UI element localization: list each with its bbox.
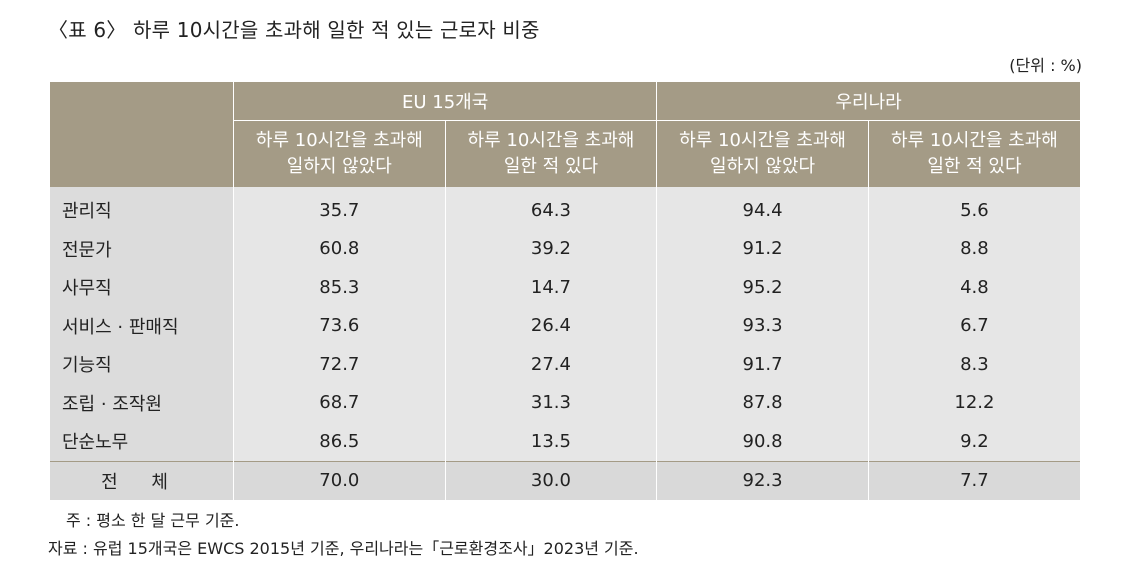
cell: 86.5: [233, 422, 446, 461]
cell: 92.3: [656, 460, 869, 500]
header-text: 일한 적 있다: [927, 156, 1022, 177]
table-row: 서비스 · 판매직 73.6 26.4 93.3 6.7: [50, 306, 1080, 345]
row-label: 단순노무: [50, 422, 234, 461]
cell: 95.2: [656, 268, 869, 307]
cell: 39.2: [444, 229, 657, 268]
cell: 5.6: [867, 187, 1080, 230]
cell: 7.7: [867, 460, 1080, 500]
row-label: 사무직: [50, 268, 234, 307]
header-text: 일한 적 있다: [503, 156, 599, 177]
cell: 94.4: [656, 187, 869, 230]
row-label: 관리직: [50, 187, 234, 230]
table-note: 주 : 평소 한 달 근무 기준.: [66, 511, 240, 530]
header-row-groups: EU 15개국 우리나라: [50, 82, 1080, 187]
cell: 64.3: [444, 187, 657, 230]
header-corner: [50, 82, 234, 187]
cell: 4.8: [867, 268, 1080, 307]
row-label: 조립 · 조작원: [50, 383, 234, 422]
cell: 91.7: [656, 345, 869, 384]
header-text: 하루 10시간을 초과해: [679, 130, 846, 151]
cell: 93.3: [656, 306, 869, 345]
header-text: 일하지 않았다: [710, 156, 816, 177]
cell: 30.0: [444, 460, 657, 500]
cell: 91.2: [656, 229, 869, 268]
row-label: 전문가: [50, 229, 234, 268]
header-row-sub: 하루 10시간을 초과해 일하지 않았다 하루 10시간을 초과해 일한 적 있다 …: [50, 120, 1080, 187]
cell: 85.3: [233, 268, 446, 307]
table-row: 단순노무 86.5 13.5 90.8 9.2: [50, 422, 1080, 461]
cell: 13.5: [444, 422, 657, 461]
unit-label: (단위 : %): [1009, 56, 1082, 75]
cell: 72.7: [233, 345, 446, 384]
cell: 8.8: [867, 229, 1080, 268]
table-row: 기능직 72.7 27.4 91.7 8.3: [50, 345, 1080, 384]
header-text: 하루 10시간을 초과해: [891, 130, 1058, 151]
cell: 35.7: [233, 187, 446, 230]
row-label: 서비스 · 판매직: [50, 306, 234, 345]
cell: 8.3: [867, 345, 1080, 384]
header-text: 하루 10시간을 초과해: [255, 130, 423, 151]
row-label: 기능직: [50, 345, 234, 384]
table-row: 전문가 60.8 39.2 91.2 8.8: [50, 229, 1080, 268]
cell: 60.8: [233, 229, 446, 268]
cell: 73.6: [233, 306, 446, 345]
total-row: 전 체 70.0 30.0 92.3 7.7: [50, 460, 1080, 500]
table-row: 조립 · 조작원 68.7 31.3 87.8 12.2: [50, 383, 1080, 422]
table-row: 관리직 35.7 64.3 94.4 5.6: [50, 187, 1080, 230]
cell: 6.7: [867, 306, 1080, 345]
cell: 26.4: [444, 306, 657, 345]
header-text: 일하지 않았다: [286, 156, 392, 177]
cell: 14.7: [444, 268, 657, 307]
cell: 68.7: [233, 383, 446, 422]
cell: 87.8: [656, 383, 869, 422]
header-text: 하루 10시간을 초과해: [467, 130, 635, 151]
total-label: 전 체: [50, 460, 234, 500]
cell: 70.0: [233, 460, 446, 500]
header-group-korea: 우리나라: [656, 82, 1080, 121]
table-row: 사무직 85.3 14.7 95.2 4.8: [50, 268, 1080, 307]
header-group-eu: EU 15개국: [233, 82, 657, 121]
cell: 90.8: [656, 422, 869, 461]
cell: 12.2: [867, 383, 1080, 422]
table-title: 〈표 6〉 하루 10시간을 초과해 일한 적 있는 근로자 비중: [48, 18, 540, 42]
table-source: 자료 : 유럽 15개국은 EWCS 2015년 기준, 우리나라는「근로환경조…: [48, 539, 639, 558]
cell: 9.2: [867, 422, 1080, 461]
cell: 27.4: [444, 345, 657, 384]
cell: 31.3: [444, 383, 657, 422]
